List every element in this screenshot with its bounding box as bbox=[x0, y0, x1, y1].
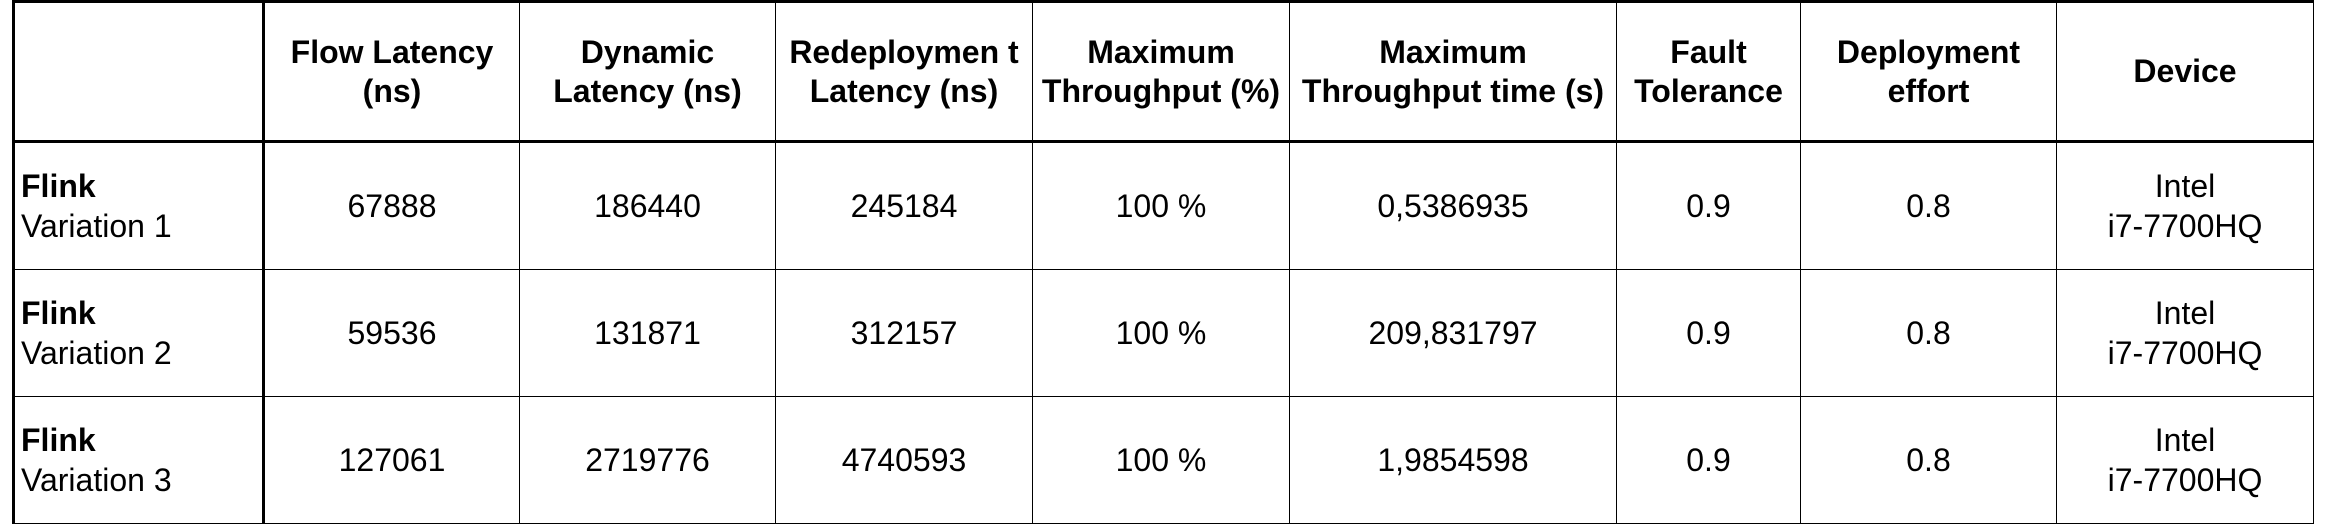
cell-deployment-effort: 0.8 bbox=[1800, 269, 2057, 397]
cell-device: Intel i7-7700HQ bbox=[2056, 396, 2314, 524]
row-label: Flink Variation 1 bbox=[12, 141, 265, 270]
cell-dynamic-latency: 2719776 bbox=[519, 396, 776, 524]
cell-dynamic-latency: 186440 bbox=[519, 141, 776, 270]
header-redeployment-latency: Redeploymen t Latency (ns) bbox=[775, 0, 1033, 143]
row-variation: Variation 3 bbox=[21, 462, 172, 498]
header-fault-tolerance: Fault Tolerance bbox=[1616, 0, 1801, 143]
device-model: i7-7700HQ bbox=[2107, 208, 2263, 244]
table-header-row: Flow Latency (ns) Dynamic Latency (ns) R… bbox=[12, 0, 2314, 143]
device-brand: Intel bbox=[2154, 168, 2216, 204]
cell-max-throughput: 100 % bbox=[1032, 269, 1290, 397]
row-name: Flink bbox=[21, 422, 96, 458]
header-device: Device bbox=[2056, 0, 2314, 143]
row-label: Flink Variation 2 bbox=[12, 269, 265, 397]
cell-fault-tolerance: 0.9 bbox=[1616, 141, 1801, 270]
header-flow-latency: Flow Latency (ns) bbox=[263, 0, 520, 143]
cell-max-throughput: 100 % bbox=[1032, 396, 1290, 524]
row-variation: Variation 2 bbox=[21, 335, 172, 371]
cell-redeployment-latency: 312157 bbox=[775, 269, 1033, 397]
cell-max-throughput-time: 209,831797 bbox=[1289, 269, 1617, 397]
cell-flow-latency: 59536 bbox=[263, 269, 520, 397]
table-row: Flink Variation 1 67888 186440 245184 10… bbox=[12, 141, 2314, 270]
benchmark-table: Flow Latency (ns) Dynamic Latency (ns) R… bbox=[12, 0, 2314, 524]
cell-max-throughput-time: 1,9854598 bbox=[1289, 396, 1617, 524]
device-model: i7-7700HQ bbox=[2107, 462, 2263, 498]
row-name: Flink bbox=[21, 295, 96, 331]
header-deployment-effort: Deployment effort bbox=[1800, 0, 2057, 143]
cell-deployment-effort: 0.8 bbox=[1800, 396, 2057, 524]
cell-fault-tolerance: 0.9 bbox=[1616, 269, 1801, 397]
cell-flow-latency: 67888 bbox=[263, 141, 520, 270]
device-brand: Intel bbox=[2154, 295, 2216, 331]
cell-deployment-effort: 0.8 bbox=[1800, 141, 2057, 270]
header-max-throughput-time: Maximum Throughput time (s) bbox=[1289, 0, 1617, 143]
device-brand: Intel bbox=[2154, 422, 2216, 458]
row-label: Flink Variation 3 bbox=[12, 396, 265, 524]
table-row: Flink Variation 2 59536 131871 312157 10… bbox=[12, 269, 2314, 397]
row-name: Flink bbox=[21, 168, 96, 204]
device-model: i7-7700HQ bbox=[2107, 335, 2263, 371]
cell-max-throughput: 100 % bbox=[1032, 141, 1290, 270]
cell-fault-tolerance: 0.9 bbox=[1616, 396, 1801, 524]
cell-device: Intel i7-7700HQ bbox=[2056, 141, 2314, 270]
cell-flow-latency: 127061 bbox=[263, 396, 520, 524]
row-variation: Variation 1 bbox=[21, 208, 172, 244]
header-empty bbox=[12, 0, 265, 143]
cell-max-throughput-time: 0,5386935 bbox=[1289, 141, 1617, 270]
cell-redeployment-latency: 4740593 bbox=[775, 396, 1033, 524]
cell-redeployment-latency: 245184 bbox=[775, 141, 1033, 270]
table-row: Flink Variation 3 127061 2719776 4740593… bbox=[12, 396, 2314, 524]
header-max-throughput: Maximum Throughput (%) bbox=[1032, 0, 1290, 143]
cell-device: Intel i7-7700HQ bbox=[2056, 269, 2314, 397]
header-dynamic-latency: Dynamic Latency (ns) bbox=[519, 0, 776, 143]
cell-dynamic-latency: 131871 bbox=[519, 269, 776, 397]
